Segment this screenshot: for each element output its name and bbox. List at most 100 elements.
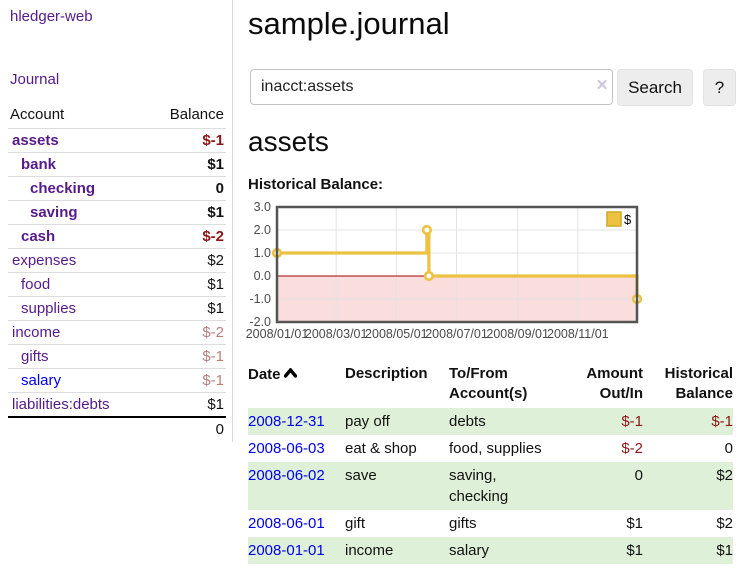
chart-title: Historical Balance: xyxy=(248,176,384,193)
account-link-assets[interactable]: assets xyxy=(12,132,59,149)
page-title: sample.journal xyxy=(248,6,450,41)
column-header-balance[interactable]: Historical Balance xyxy=(664,365,733,402)
account-row: gifts $-1 xyxy=(8,344,226,368)
account-link-liabilities-debts[interactable]: liabilities:debts xyxy=(12,396,110,413)
transaction-row: 2008-01-01 income salary $1 $1 xyxy=(248,537,733,564)
account-balance: $1 xyxy=(207,276,224,293)
account-balance: $1 xyxy=(207,204,224,221)
app-title-link[interactable]: hledger-web xyxy=(10,8,93,25)
clear-search-icon[interactable]: × xyxy=(596,75,608,96)
column-header-description[interactable]: Description xyxy=(345,365,428,382)
account-link-cash[interactable]: cash xyxy=(21,228,56,245)
legend-series-label: $ xyxy=(624,212,632,227)
account-balance: $-1 xyxy=(202,372,224,389)
account-link-salary[interactable]: salary xyxy=(21,372,62,389)
account-link-supplies[interactable]: supplies xyxy=(21,300,77,317)
column-header-date[interactable]: Date xyxy=(248,362,345,408)
account-row: liabilities:debts $1 xyxy=(8,392,226,416)
account-row: assets $-1 xyxy=(8,128,226,152)
svg-text:0.0: 0.0 xyxy=(254,269,271,283)
account-row: food $1 xyxy=(8,272,226,296)
account-link-checking[interactable]: checking xyxy=(30,180,96,197)
account-section-title: assets xyxy=(248,126,329,157)
accounts-total-row: 0 xyxy=(8,416,226,440)
transaction-row: 2008-12-31 pay off debts $-1 $-1 xyxy=(248,408,733,435)
transaction-accounts: saving, checking xyxy=(449,462,561,510)
svg-text:2008/11/01: 2008/11/01 xyxy=(547,327,609,341)
transaction-accounts: gifts xyxy=(449,515,477,532)
account-row: income $-2 xyxy=(8,320,226,344)
transaction-amount: $1 xyxy=(561,537,643,564)
transaction-balance: $1 xyxy=(643,537,733,564)
account-balance: $-2 xyxy=(202,324,224,341)
account-balance: $2 xyxy=(207,252,224,269)
transaction-date-link[interactable]: 2008-06-02 xyxy=(248,467,325,484)
search-input[interactable] xyxy=(250,69,613,105)
transaction-amount: $-1 xyxy=(561,408,643,435)
svg-text:2008/05/01: 2008/05/01 xyxy=(365,327,428,341)
transaction-row: 2008-06-01 gift gifts $1 $2 xyxy=(248,510,733,537)
transaction-date-link[interactable]: 2008-06-01 xyxy=(248,515,325,532)
register-rows: 2008-12-31 pay off debts $-1 $-1 2008-06-03 ea… xyxy=(248,408,733,564)
transaction-date-link[interactable]: 2008-01-01 xyxy=(248,542,325,559)
transaction-description: save xyxy=(345,462,449,510)
transaction-description: income xyxy=(345,537,449,564)
account-row: checking 0 xyxy=(8,176,226,200)
column-header-accounts[interactable]: To/From Account(s) xyxy=(449,365,528,402)
svg-text:-2.0: -2.0 xyxy=(249,315,271,329)
transaction-date-link[interactable]: 2008-12-31 xyxy=(248,413,325,430)
sort-ascending-icon xyxy=(283,364,297,384)
account-row: expenses $2 xyxy=(8,248,226,272)
help-button[interactable]: ? xyxy=(703,69,736,106)
accounts-rows: assets $-1 bank $1 checking 0 saving $1 cash $-2 e… xyxy=(8,128,226,416)
account-balance: $-1 xyxy=(202,348,224,365)
transaction-balance: $-1 xyxy=(643,408,733,435)
accounts-table: Account Balance assets $-1 bank $1 checking 0… xyxy=(8,103,226,440)
accounts-table-header: Account Balance xyxy=(8,103,226,128)
transaction-accounts: salary xyxy=(449,537,561,564)
transaction-row: 2008-06-02 save saving, checking 0 $2 xyxy=(248,462,733,510)
account-link-food[interactable]: food xyxy=(21,276,51,293)
account-link-income[interactable]: income xyxy=(12,324,61,341)
column-header-amount[interactable]: Amount Out/In xyxy=(586,365,643,402)
transaction-date-link[interactable]: 2008-06-03 xyxy=(248,440,325,457)
svg-text:1.0: 1.0 xyxy=(254,246,271,260)
svg-text:2008/07/01: 2008/07/01 xyxy=(425,327,488,341)
account-column-header: Account xyxy=(10,106,65,123)
transaction-amount: $1 xyxy=(626,515,643,532)
account-balance: $-1 xyxy=(202,132,224,149)
account-balance: $1 xyxy=(207,156,224,173)
account-row: supplies $1 xyxy=(8,296,226,320)
register-header-row: Date Description To/From Account(s) Amou… xyxy=(248,362,733,408)
account-row: salary $-1 xyxy=(8,368,226,392)
account-balance: $1 xyxy=(207,300,224,317)
transaction-amount: $-2 xyxy=(621,440,643,457)
transaction-description: pay off xyxy=(345,408,449,435)
account-link-gifts[interactable]: gifts xyxy=(21,348,49,365)
transaction-description: gift xyxy=(345,515,366,532)
sidebar-divider xyxy=(232,0,233,442)
transaction-row: 2008-06-03 eat & shop food, supplies $-2 0 xyxy=(248,435,733,462)
transaction-accounts: food, supplies xyxy=(449,440,542,457)
transaction-balance: $2 xyxy=(643,462,733,510)
transaction-amount: 0 xyxy=(561,462,643,510)
sidebar-item-journal[interactable]: Journal xyxy=(10,71,60,88)
account-link-saving[interactable]: saving xyxy=(30,204,78,221)
svg-text:3.0: 3.0 xyxy=(254,200,271,214)
account-link-expenses[interactable]: expenses xyxy=(12,252,77,269)
account-row: cash $-2 xyxy=(8,224,226,248)
register-table: Date Description To/From Account(s) Amou… xyxy=(248,362,733,564)
account-balance: $-2 xyxy=(202,228,224,245)
account-row: saving $1 xyxy=(8,200,226,224)
svg-text:2008/09/01: 2008/09/01 xyxy=(486,327,549,341)
search-button[interactable]: Search xyxy=(617,69,693,106)
historical-balance-chart: 3.0 2.0 1.0 0.0 -1.0 -2.0 2008/01/01 2008/03/01… xyxy=(240,200,740,345)
account-balance: $1 xyxy=(207,396,224,413)
transaction-balance: 0 xyxy=(724,440,733,457)
transaction-accounts: debts xyxy=(449,408,561,435)
balance-column-header: Balance xyxy=(169,106,224,123)
account-link-bank[interactable]: bank xyxy=(21,156,57,173)
svg-text:2008/03/01: 2008/03/01 xyxy=(305,327,368,341)
accounts-total-value: 0 xyxy=(215,420,224,438)
